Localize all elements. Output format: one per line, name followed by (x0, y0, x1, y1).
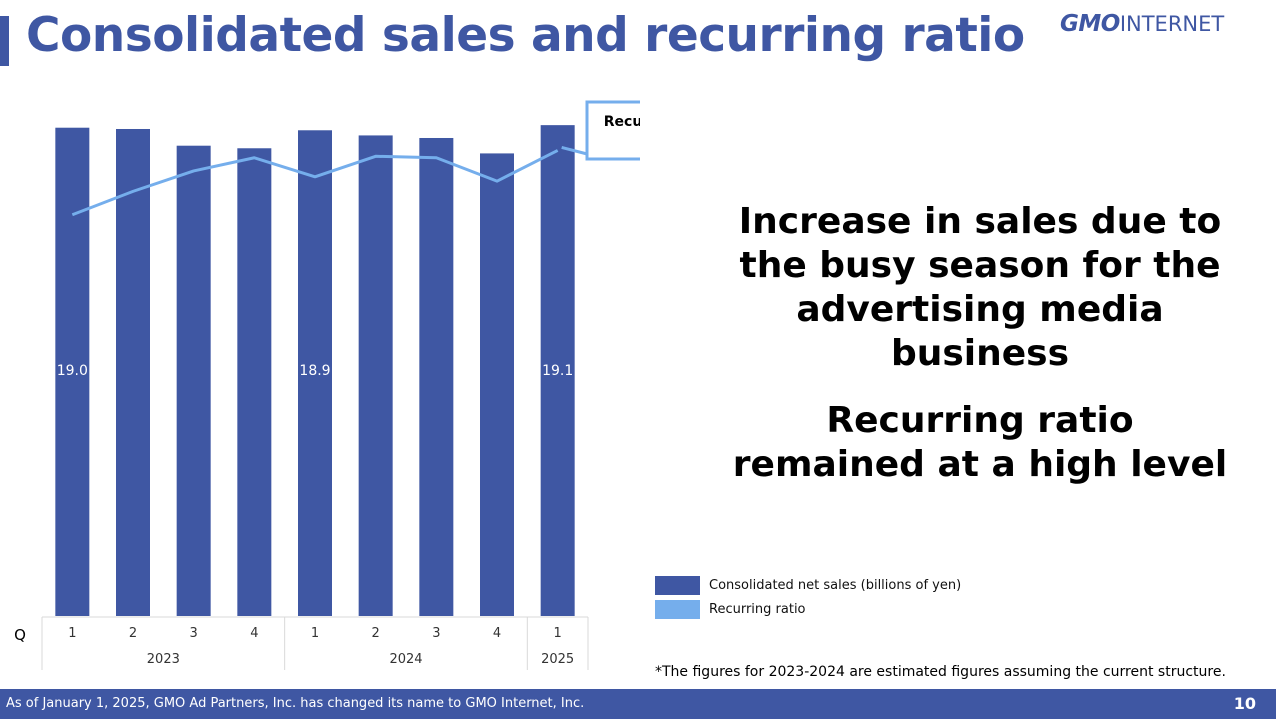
sales-bar (116, 128, 150, 616)
legend-swatch-sales (655, 576, 700, 595)
logo-gmo: GMO (1060, 11, 1120, 37)
sales-bar (419, 137, 454, 617)
sales-bar (358, 135, 393, 617)
headline-message-sales: Increase in sales due to the busy season… (700, 200, 1260, 376)
x-tick-label: 3 (432, 626, 440, 641)
x-axis-prefix: Q (14, 626, 26, 644)
footnote: *The figures for 2023-2024 are estimated… (655, 664, 1226, 680)
bar-data-label: 18.9 (299, 363, 330, 379)
page-number: 10 (1233, 694, 1256, 713)
callout-box (585, 100, 640, 161)
chart-legend: Consolidated net sales (billions of yen)… (655, 576, 961, 624)
legend-label-recurring: Recurring ratio (709, 602, 806, 617)
x-tick-label: 3 (190, 626, 198, 641)
message-line: Increase in sales due to (738, 201, 1222, 242)
sales-recurring-chart: 19.0 18.9 19.1 Recurring ratio 81.6% Q 1 2 3 4 1 2 3… (14, 100, 640, 670)
sales-bar (176, 145, 211, 617)
callout-label: Recurring ratio (604, 114, 640, 130)
message-line: business (890, 333, 1070, 374)
message-line: advertising media (796, 289, 1164, 330)
x-tick-label: 2 (372, 626, 380, 641)
legend-label-sales: Consolidated net sales (billions of yen) (709, 578, 962, 593)
message-line: the busy season for the (739, 245, 1221, 286)
gmo-internet-logo: GMOINTERNET (1060, 11, 1224, 37)
callout-value: 81.6% (639, 133, 640, 149)
sales-bar (298, 130, 332, 616)
legend-item-recurring: Recurring ratio (655, 600, 961, 619)
sales-bar (237, 148, 272, 617)
legend-item-sales: Consolidated net sales (billions of yen) (655, 576, 961, 595)
bar-data-label: 19.1 (542, 363, 573, 379)
footer-bar: As of January 1, 2025, GMO Ad Partners, … (0, 689, 1276, 719)
message-line: Recurring ratio (826, 400, 1134, 441)
sales-bar (540, 125, 575, 616)
x-group-label: 2024 (389, 652, 422, 667)
headline-message-recurring: Recurring ratio remained at a high level (700, 399, 1260, 487)
x-tick-label: 1 (554, 626, 562, 641)
title-accent-bar (0, 16, 9, 66)
logo-internet: INTERNET (1119, 12, 1225, 36)
sales-bar (480, 153, 514, 616)
x-tick-label: 2 (129, 626, 137, 641)
x-tick-label: 4 (493, 626, 501, 641)
recurring-ratio-line (71, 149, 559, 217)
x-tick-label: 1 (311, 626, 319, 641)
footer-text: As of January 1, 2025, GMO Ad Partners, … (6, 696, 585, 711)
x-tick-label: 1 (68, 626, 76, 641)
page-title: Consolidated sales and recurring ratio (26, 8, 1025, 63)
x-group-label: 2023 (147, 652, 180, 667)
legend-swatch-recurring (655, 600, 700, 619)
bar-data-label: 19.0 (57, 363, 88, 379)
message-line: remained at a high level (732, 444, 1228, 485)
x-group-label: 2025 (541, 652, 574, 667)
x-tick-label: 4 (250, 626, 258, 641)
